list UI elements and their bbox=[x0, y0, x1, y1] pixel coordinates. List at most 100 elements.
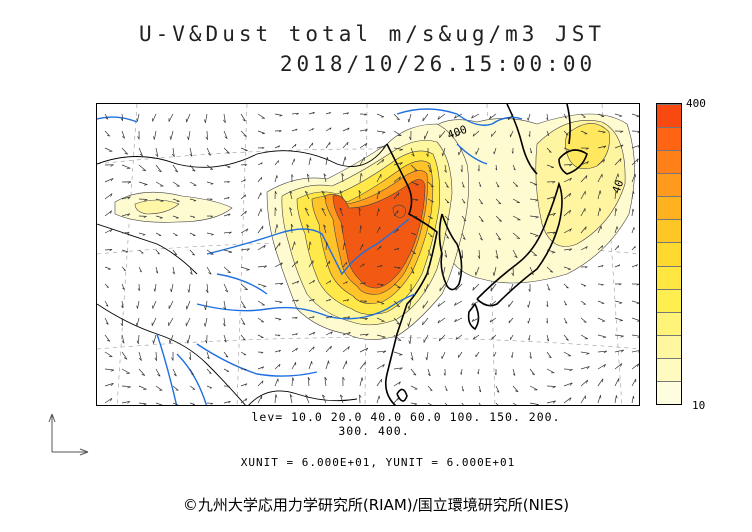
wind-arrow bbox=[155, 402, 163, 405]
wind-arrow bbox=[257, 265, 268, 269]
wind-arrow bbox=[223, 196, 230, 200]
wind-arrow bbox=[597, 159, 606, 166]
wind-arrow bbox=[528, 130, 531, 137]
wind-arrow bbox=[393, 130, 402, 137]
colorbar-segment bbox=[657, 380, 681, 404]
wind-arrow bbox=[423, 334, 429, 343]
wind-arrow bbox=[121, 147, 129, 155]
wind-arrow bbox=[289, 394, 293, 404]
wind-arrow bbox=[172, 368, 177, 377]
wind-arrow bbox=[203, 317, 208, 327]
wind-arrow bbox=[393, 210, 399, 217]
wind-arrow bbox=[376, 173, 382, 183]
wind-arrow bbox=[189, 232, 196, 237]
wind-arrow bbox=[257, 300, 265, 306]
wind-arrow bbox=[257, 283, 267, 288]
wind-arrow bbox=[185, 300, 191, 310]
wind-arrow bbox=[597, 264, 604, 268]
wind-arrow bbox=[240, 248, 250, 251]
wind-arrow bbox=[185, 317, 191, 327]
colorbar-segment bbox=[657, 242, 681, 266]
wind-arrow bbox=[138, 147, 143, 157]
wind-arrow bbox=[138, 385, 147, 390]
wind-arrow bbox=[580, 246, 588, 251]
wind-arrow bbox=[461, 232, 466, 240]
wind-arrow bbox=[580, 283, 587, 287]
wind-arrow bbox=[393, 266, 401, 269]
wind-arrow bbox=[444, 215, 450, 221]
wind-arrow bbox=[422, 300, 429, 309]
wind-arrow bbox=[444, 402, 448, 405]
wind-arrow bbox=[104, 130, 111, 137]
wind-arrow bbox=[393, 317, 401, 325]
wind-arrow bbox=[529, 164, 535, 170]
wind-arrow bbox=[407, 113, 412, 123]
wind-arrow bbox=[461, 198, 466, 204]
wind-arrow bbox=[342, 141, 349, 149]
wind-arrow bbox=[342, 127, 350, 132]
wind-arrow bbox=[104, 177, 114, 183]
wind-arrow bbox=[172, 198, 180, 203]
wind-arrow bbox=[471, 113, 480, 119]
wind-arrow bbox=[631, 208, 635, 217]
wind-arrow bbox=[189, 181, 197, 186]
wind-arrow bbox=[461, 215, 467, 222]
wind-arrow bbox=[614, 334, 624, 338]
wind-arrow bbox=[323, 173, 327, 183]
wind-arrow bbox=[206, 351, 210, 360]
wind-arrow bbox=[342, 360, 348, 370]
wind-arrow bbox=[104, 147, 113, 152]
wind-arrow bbox=[477, 368, 480, 375]
wind-arrow bbox=[274, 113, 283, 117]
wind-arrow bbox=[342, 376, 345, 387]
wind-arrow bbox=[376, 334, 386, 339]
wind-arrow bbox=[206, 368, 212, 374]
wind-arrow bbox=[495, 164, 498, 171]
wind-arrow bbox=[274, 224, 279, 234]
wind-arrow bbox=[308, 331, 316, 336]
wind-arrow bbox=[204, 113, 208, 123]
wind-arrow bbox=[121, 232, 130, 235]
wind-arrow bbox=[461, 385, 464, 392]
colorbar-segment bbox=[657, 265, 681, 289]
vector-units: XUNIT = 6.000E+01, YUNIT = 6.000E+01 bbox=[240, 456, 516, 469]
wind-arrow bbox=[410, 232, 416, 236]
wind-arrow bbox=[169, 130, 174, 140]
wind-arrow bbox=[308, 260, 314, 268]
wind-arrow bbox=[546, 181, 556, 184]
wind-arrow bbox=[135, 317, 140, 327]
dust-plume-west-core bbox=[134, 199, 180, 215]
wind-arrow bbox=[204, 300, 208, 310]
wind-arrow bbox=[121, 266, 126, 271]
wind-arrow bbox=[189, 402, 195, 405]
wind-arrow bbox=[206, 266, 212, 275]
wind-arrow bbox=[439, 130, 446, 139]
wind-arrow bbox=[410, 249, 416, 255]
wind-arrow bbox=[274, 160, 279, 166]
wind-arrow bbox=[563, 177, 572, 183]
wind-arrow bbox=[444, 164, 447, 173]
wind-arrow bbox=[291, 158, 296, 166]
wind-arrow bbox=[274, 207, 277, 217]
wind-arrow bbox=[172, 181, 180, 187]
wind-arrow bbox=[339, 190, 344, 200]
wind-arrow bbox=[206, 402, 214, 405]
wind-arrow bbox=[597, 300, 605, 305]
wind-arrow bbox=[189, 368, 195, 376]
wind-arrow bbox=[104, 368, 115, 372]
wind-arrow bbox=[546, 196, 556, 200]
wind-arrow bbox=[493, 351, 497, 357]
wind-arrow bbox=[168, 113, 174, 122]
wind-arrow bbox=[460, 164, 463, 173]
wind-arrow bbox=[528, 334, 531, 341]
contour-label-40: 40 bbox=[610, 178, 627, 195]
wind-arrow bbox=[509, 283, 514, 292]
wind-arrow bbox=[206, 164, 214, 170]
wind-arrow bbox=[274, 317, 282, 321]
wind-arrow bbox=[563, 113, 568, 119]
wind-arrow bbox=[359, 263, 365, 268]
wind-arrow bbox=[495, 215, 502, 222]
wind-arrow bbox=[274, 130, 282, 133]
wind-arrow bbox=[473, 334, 480, 340]
wind-arrow bbox=[410, 164, 418, 172]
